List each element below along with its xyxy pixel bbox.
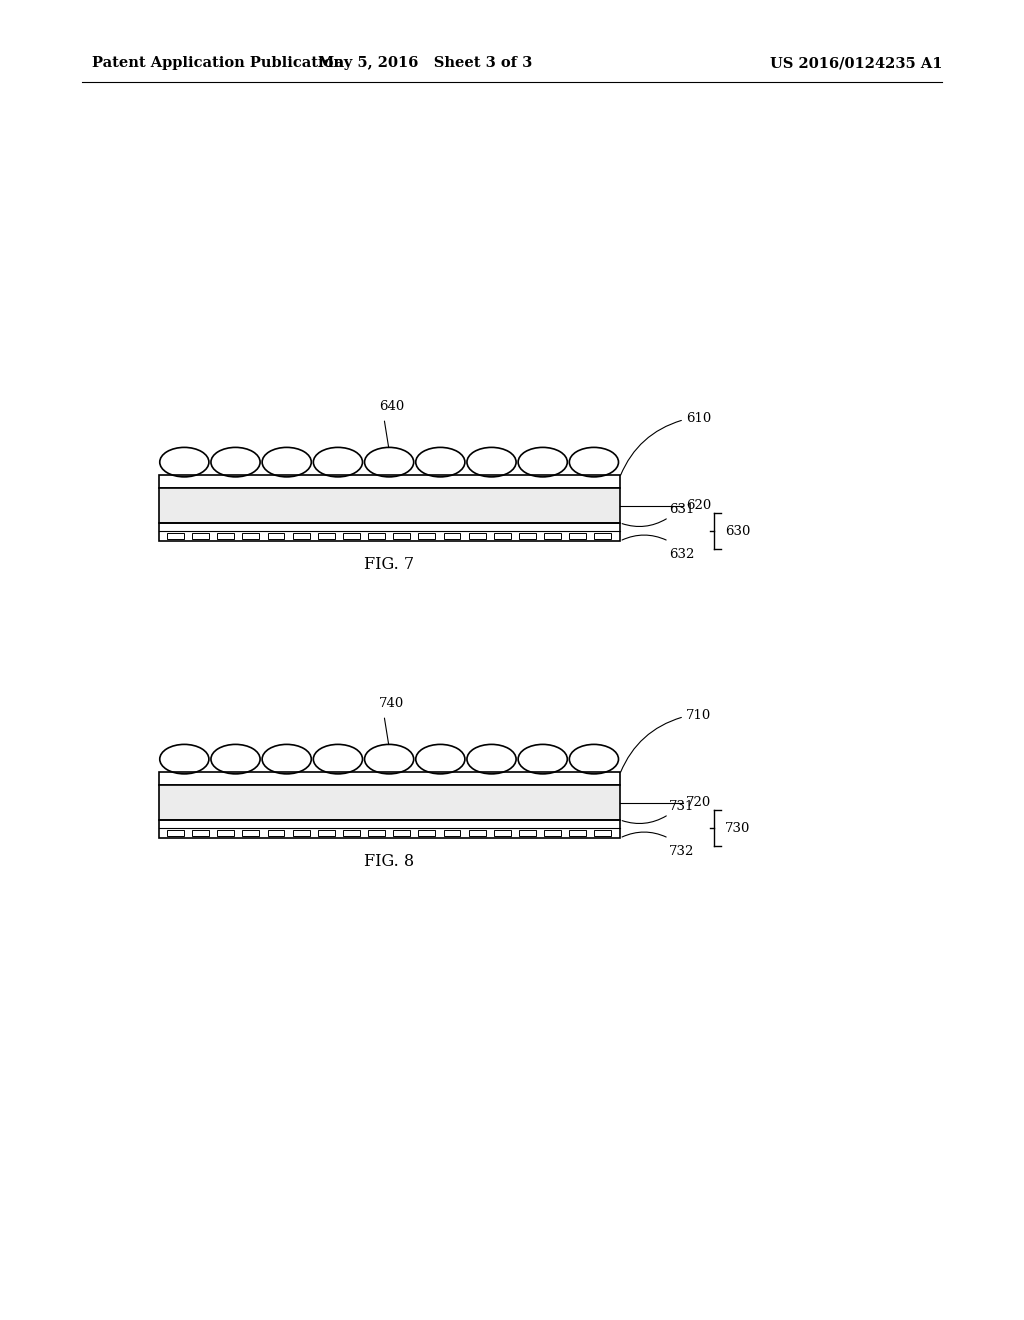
Text: 731: 731 (669, 800, 694, 813)
Text: 710: 710 (686, 709, 712, 722)
Text: FIG. 8: FIG. 8 (365, 854, 414, 870)
Text: US 2016/0124235 A1: US 2016/0124235 A1 (770, 57, 942, 70)
Text: May 5, 2016   Sheet 3 of 3: May 5, 2016 Sheet 3 of 3 (317, 57, 532, 70)
Text: 740: 740 (379, 697, 404, 710)
Text: 610: 610 (686, 412, 712, 425)
Text: 630: 630 (725, 525, 751, 537)
Text: Patent Application Publication: Patent Application Publication (92, 57, 344, 70)
Text: 640: 640 (379, 400, 404, 413)
Text: 632: 632 (669, 548, 694, 561)
Text: FIG. 7: FIG. 7 (365, 557, 414, 573)
Text: 631: 631 (669, 503, 694, 516)
Text: 720: 720 (686, 796, 712, 809)
Polygon shape (159, 785, 620, 820)
Text: 620: 620 (686, 499, 712, 512)
Text: 732: 732 (669, 845, 694, 858)
Polygon shape (159, 488, 620, 523)
Text: 730: 730 (725, 822, 751, 834)
